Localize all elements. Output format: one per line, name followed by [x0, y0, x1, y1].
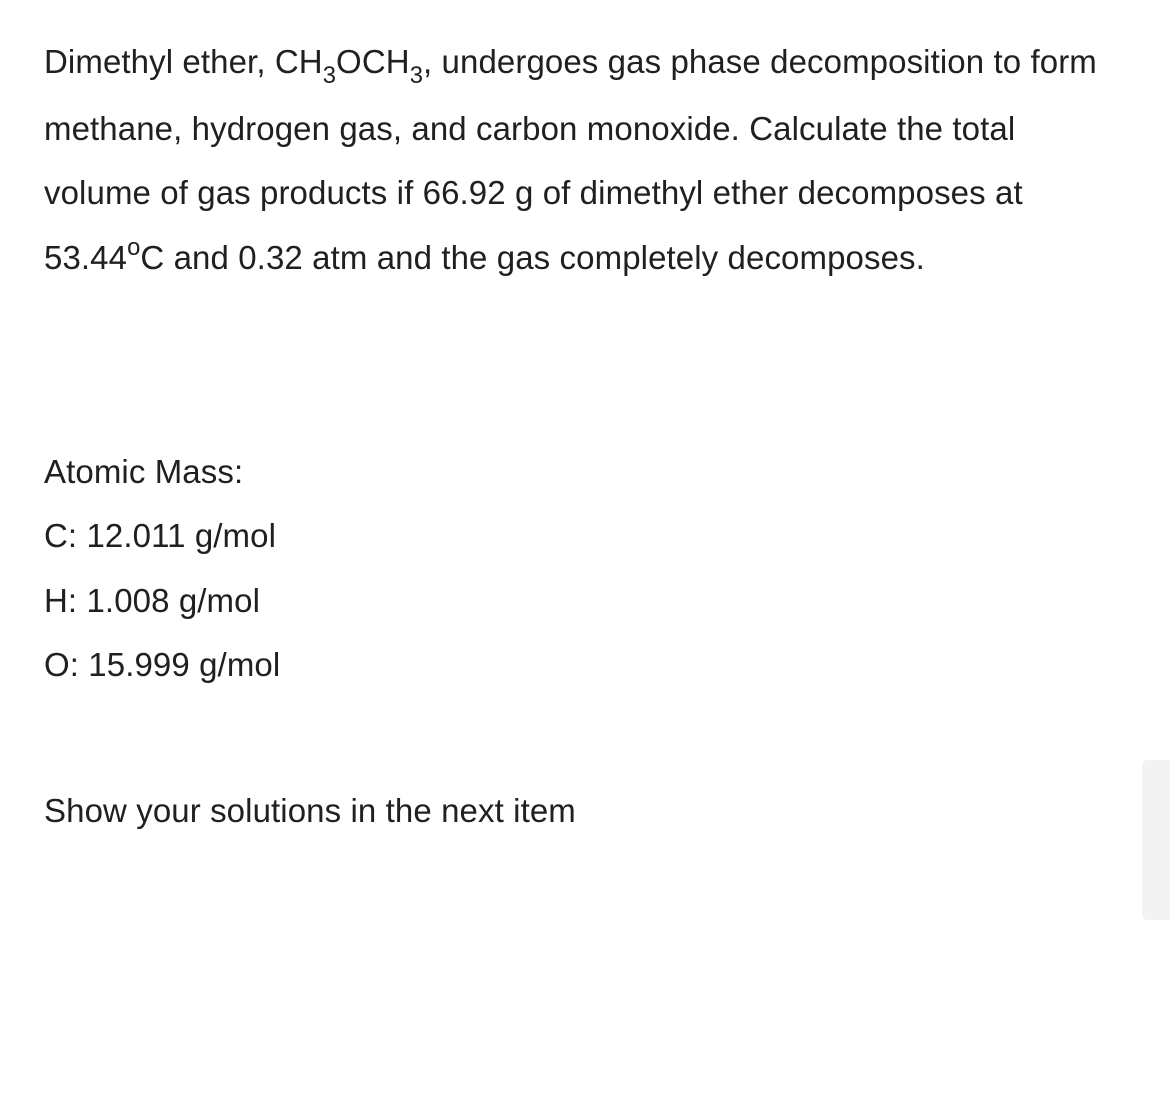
superscript-degree: o: [127, 234, 140, 261]
problem-text-part1: Dimethyl ether, CH: [44, 43, 323, 80]
atomic-mass-oxygen: O: 15.999 g/mol: [44, 633, 1126, 697]
atomic-mass-section: Atomic Mass: C: 12.011 g/mol H: 1.008 g/…: [44, 440, 1126, 697]
scrollbar-track[interactable]: [1142, 760, 1170, 920]
problem-statement: Dimethyl ether, CH3OCH3, undergoes gas p…: [44, 30, 1126, 290]
atomic-mass-hydrogen: H: 1.008 g/mol: [44, 569, 1126, 633]
instruction-text: Show your solutions in the next item: [44, 792, 1126, 830]
subscript-2: 3: [410, 62, 423, 89]
atomic-mass-header: Atomic Mass:: [44, 440, 1126, 504]
subscript-1: 3: [323, 62, 336, 89]
problem-text-part4: C and 0.32 atm and the gas completely de…: [140, 239, 925, 276]
atomic-mass-carbon: C: 12.011 g/mol: [44, 504, 1126, 568]
problem-text-part2: OCH: [336, 43, 410, 80]
